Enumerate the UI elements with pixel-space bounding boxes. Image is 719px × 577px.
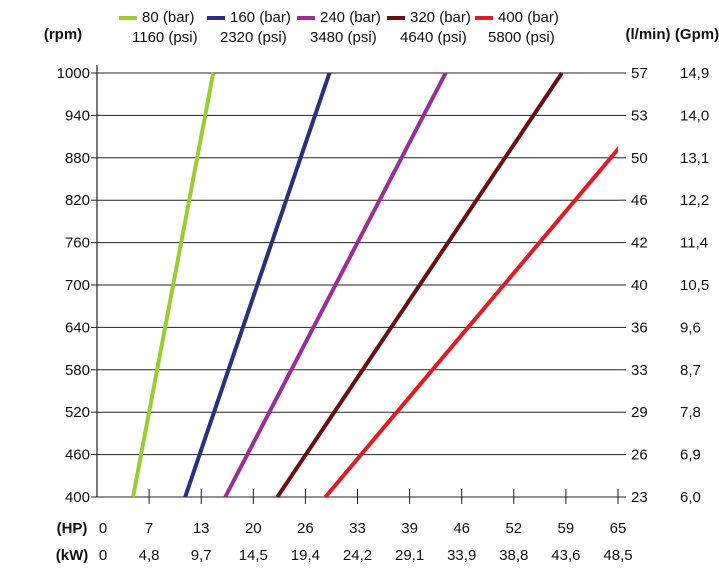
lmin-tick-label: 29 [631, 404, 648, 421]
hp-tick-label: 26 [297, 520, 314, 537]
rpm-tick-label: 820 [65, 192, 90, 209]
lmin-unit-label: (l/min) [626, 26, 671, 43]
gpm-unit-label: (Gpm) [675, 26, 719, 43]
rpm-tick-label: 520 [65, 404, 90, 421]
hp-unit-label: (HP) [57, 520, 88, 537]
lmin-tick-label: 23 [631, 489, 648, 506]
kw-tick-label: 4,8 [139, 547, 160, 564]
gpm-tick-label: 12,2 [680, 192, 709, 209]
hp-tick-label: 46 [453, 520, 470, 537]
hp-tick-label: 33 [349, 520, 366, 537]
lmin-tick-label: 36 [631, 319, 648, 336]
series-line-2 [183, 72, 332, 498]
kw-tick-label: 48,5 [603, 547, 632, 564]
lmin-tick-label: 26 [631, 447, 648, 464]
series-line-4 [275, 71, 564, 499]
kw-tick-label: 19,4 [291, 547, 320, 564]
lmin-tick-label: 57 [631, 65, 648, 82]
legend: 80 (bar) 1160 (psi) 160 (bar) 2320 (psi) 240… [119, 9, 559, 46]
kw-tick-label: 9,7 [191, 547, 212, 564]
lmin-tick-label: 33 [631, 362, 648, 379]
gpm-tick-label: 11,4 [680, 235, 708, 252]
gpm-tick-label: 14,0 [680, 107, 709, 124]
kw-unit-label: (kW) [56, 547, 89, 564]
legend-psi-label-3: 3480 (psi) [310, 29, 377, 46]
legend-psi-label-4: 4640 (psi) [400, 29, 467, 46]
gpm-tick-label: 13,1 [680, 150, 709, 167]
legend-psi-label-1: 1160 (psi) [132, 29, 198, 46]
legend-bar-label-1: 80 (bar) [142, 9, 195, 26]
series-lines [131, 71, 618, 499]
rpm-tick-label: 880 [65, 150, 90, 167]
axes [91, 65, 626, 504]
hp-tick-label: 7 [145, 520, 153, 537]
lmin-tick-label: 40 [631, 277, 648, 294]
rpm-tick-label: 1000 [57, 65, 90, 82]
rpm-tick-label: 640 [65, 319, 90, 336]
lmin-tick-label: 46 [631, 192, 648, 209]
hp-tick-label: 65 [610, 520, 627, 537]
gpm-tick-label: 10,5 [680, 277, 709, 294]
series-line-1 [131, 72, 216, 498]
kw-tick-label: 38,8 [499, 547, 528, 564]
gpm-tick-label: 6,9 [680, 447, 701, 464]
legend-bar-label-4: 320 (bar) [410, 9, 471, 26]
legend-psi-label-5: 5800 (psi) [488, 29, 555, 46]
rpm-tick-label: 940 [65, 107, 90, 124]
lmin-tick-label: 53 [631, 107, 648, 124]
kw-tick-label: 33,9 [447, 547, 476, 564]
gpm-tick-label: 6,0 [680, 489, 701, 506]
kw-tick-label: 43,6 [551, 547, 580, 564]
lmin-tick-label: 50 [631, 150, 648, 167]
legend-psi-label-2: 2320 (psi) [220, 29, 287, 46]
kw-tick-label: 14,5 [239, 547, 268, 564]
hp-tick-label: 13 [193, 520, 210, 537]
kw-tick-label: 29,1 [395, 547, 424, 564]
series-line-5 [323, 146, 618, 499]
rpm-tick-label: 760 [65, 235, 90, 252]
hp-tick-label: 20 [245, 520, 262, 537]
hp-tick-label: 39 [401, 520, 418, 537]
rpm-tick-label: 580 [65, 362, 90, 379]
rpm-unit-label: (rpm) [44, 26, 82, 43]
gpm-tick-label: 14,9 [680, 65, 709, 82]
gpm-tick-label: 9,6 [680, 319, 701, 336]
rpm-tick-label: 460 [65, 447, 90, 464]
tick-labels: 1000 57 14,9 940 53 14,0 880 50 13,1 820 46 12,2 760… [44, 26, 719, 564]
lmin-tick-label: 42 [631, 235, 648, 252]
hp-tick-label: 52 [505, 520, 522, 537]
hp-tick-label: 59 [558, 520, 575, 537]
kw-tick-label: 0 [99, 547, 107, 564]
gpm-tick-label: 7,8 [680, 404, 701, 421]
rpm-tick-label: 400 [65, 489, 90, 506]
kw-tick-label: 24,2 [343, 547, 372, 564]
rpm-tick-label: 700 [65, 277, 90, 294]
legend-bar-label-2: 160 (bar) [230, 9, 291, 26]
gpm-tick-label: 8,7 [680, 362, 701, 379]
series-line-3 [223, 72, 448, 498]
legend-bar-label-5: 400 (bar) [498, 9, 559, 26]
legend-bar-label-3: 240 (bar) [320, 9, 381, 26]
hp-tick-label: 0 [99, 520, 107, 537]
